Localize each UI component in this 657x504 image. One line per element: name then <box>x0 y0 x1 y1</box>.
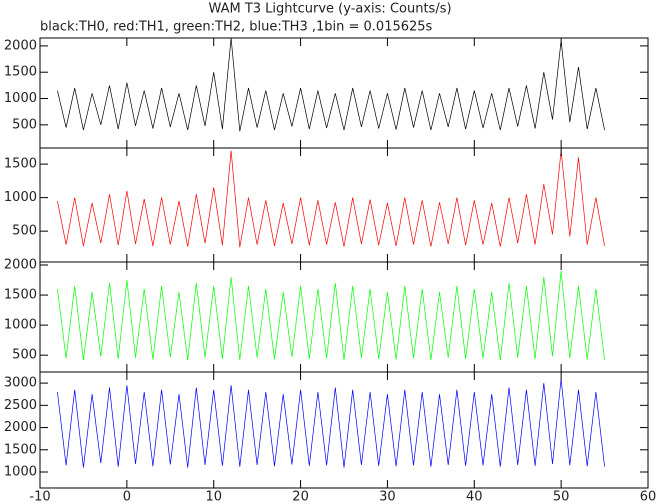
y-tick-label: 2500 <box>4 398 37 413</box>
light-curve <box>57 378 605 468</box>
y-tick-label: 1500 <box>4 65 37 80</box>
y-tick-label: 500 <box>12 224 37 239</box>
y-tick-label: 1000 <box>4 190 37 205</box>
light-curve <box>57 37 605 132</box>
y-tick-label: 500 <box>12 117 37 132</box>
y-tick-label: 1000 <box>4 91 37 106</box>
y-tick-label: 1000 <box>4 318 37 333</box>
y-tick-label: 2000 <box>4 38 37 53</box>
panel-frame <box>39 371 649 489</box>
y-tick-label: 1000 <box>4 465 37 480</box>
light-curve <box>57 270 605 361</box>
x-tick-label: 60 <box>640 490 657 504</box>
y-tick-label: 1500 <box>4 157 37 172</box>
y-tick-label: 1500 <box>4 288 37 303</box>
x-tick-label: 0 <box>123 490 131 504</box>
y-tick-label: 2000 <box>4 258 37 273</box>
y-tick-label: 1500 <box>4 442 37 457</box>
y-tick-label: 500 <box>12 348 37 363</box>
y-tick-label: 2000 <box>4 420 37 435</box>
chart-title: WAM T3 Lightcurve (y-axis: Counts/s) <box>208 2 451 17</box>
x-tick-label: -10 <box>29 490 50 504</box>
x-tick-label: 30 <box>379 490 396 504</box>
panel-frame <box>39 37 649 149</box>
x-tick-label: 10 <box>205 490 222 504</box>
x-tick-label: 40 <box>466 490 483 504</box>
y-tick-label: 3000 <box>4 376 37 391</box>
chart-subtitle: black:TH0, red:TH1, green:TH2, blue:TH3 … <box>40 20 433 35</box>
light-curve <box>57 150 605 248</box>
x-tick-label: 50 <box>553 490 570 504</box>
x-tick-label: 20 <box>292 490 309 504</box>
